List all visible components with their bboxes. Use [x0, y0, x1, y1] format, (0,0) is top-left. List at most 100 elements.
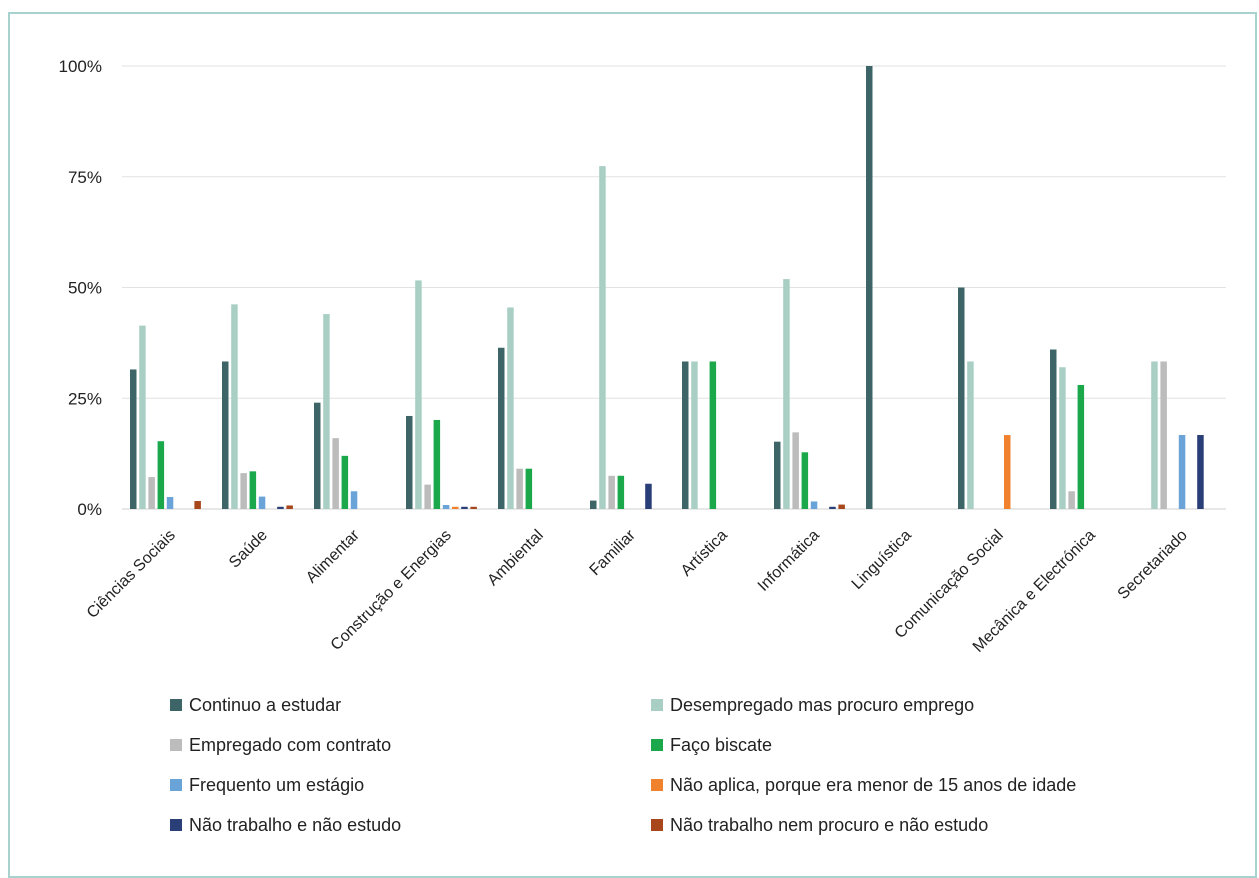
legend-label: Faço biscate	[670, 735, 772, 755]
legend-swatch	[170, 819, 182, 831]
bar-desempregado-mas-procuro-emprego-construcao-e-energias	[415, 280, 422, 509]
legend-item: Não trabalho nem procuro e não estudo	[651, 815, 988, 835]
legend-label: Frequento um estágio	[189, 775, 364, 795]
bar-faco-biscate-saude	[249, 471, 257, 509]
bar-desempregado-mas-procuro-emprego-ambiental	[507, 307, 514, 509]
bar-empregado-com-contrato-familiar	[608, 475, 615, 509]
bar-nao-trabalho-e-nao-estudo-saude	[277, 506, 284, 509]
bar-frequento-um-estagio-construcao-e-energias	[442, 505, 450, 509]
bar-faco-biscate-informatica	[801, 452, 809, 509]
bar-frequento-um-estagio-informatica	[810, 501, 818, 509]
y-tick-label: 75%	[68, 168, 102, 187]
bar-empregado-com-contrato-mecanica-e-electronica	[1068, 491, 1075, 509]
bar-nao-trabalho-nem-procuro-e-nao-estudo-informatica	[838, 504, 845, 509]
y-tick-label: 100%	[59, 57, 102, 76]
x-axis: Ciências Sociais Saúde AlimentarConstrução…	[84, 526, 1191, 655]
bar-nao-trabalho-nem-procuro-e-nao-estudo-ciencias-sociais	[194, 501, 201, 509]
bar-desempregado-mas-procuro-emprego-informatica	[783, 279, 790, 509]
bar-desempregado-mas-procuro-emprego-alimentar	[323, 314, 330, 509]
legend-label: Continuo a estudar	[189, 695, 341, 715]
bar-faco-biscate-construcao-e-energias	[433, 419, 441, 509]
legend-label: Não trabalho nem procuro e não estudo	[670, 815, 988, 835]
bar-empregado-com-contrato-informatica	[792, 432, 799, 509]
legend-swatch	[170, 779, 182, 791]
bar-nao-trabalho-e-nao-estudo-familiar	[645, 483, 652, 509]
bar-empregado-com-contrato-alimentar	[332, 438, 339, 509]
x-tick-label: Ciências Sociais	[84, 527, 179, 622]
bar-continuo-a-estudar-alimentar	[314, 402, 321, 509]
bar-desempregado-mas-procuro-emprego-familiar	[599, 166, 606, 510]
bar-continuo-a-estudar-artistica	[682, 361, 689, 509]
legend-swatch	[651, 819, 663, 831]
legend: Continuo a estudar Desempregado mas procu…	[170, 695, 1076, 835]
bar-desempregado-mas-procuro-emprego-ciencias-sociais	[139, 325, 146, 509]
legend-label: Não trabalho e não estudo	[189, 815, 401, 835]
bar-frequento-um-estagio-secretariado	[1178, 435, 1186, 509]
bar-continuo-a-estudar-mecanica-e-electronica	[1050, 349, 1057, 509]
bar-empregado-com-contrato-saude	[240, 473, 247, 509]
legend-swatch	[170, 739, 182, 751]
bar-nao-trabalho-e-nao-estudo-construcao-e-energias	[461, 506, 468, 509]
x-tick-label: Ambiental	[484, 527, 546, 589]
bar-continuo-a-estudar-familiar	[590, 500, 597, 509]
bar-nao-aplica-porque-era-menor-de-15-anos-de-idade-comunicacao-social	[1004, 435, 1011, 509]
legend-swatch	[651, 699, 663, 711]
legend-item: Empregado com contrato	[170, 735, 391, 755]
bar-continuo-a-estudar-informatica	[774, 441, 781, 509]
bar-continuo-a-estudar-ambiental	[498, 347, 505, 509]
legend-item: Não trabalho e não estudo	[170, 815, 401, 835]
bar-continuo-a-estudar-linguistica	[866, 66, 873, 509]
bar-empregado-com-contrato-ambiental	[516, 468, 523, 509]
legend-label: Não aplica, porque era menor de 15 anos …	[670, 775, 1076, 795]
bar-desempregado-mas-procuro-emprego-mecanica-e-electronica	[1059, 367, 1066, 509]
y-tick-label: 0%	[77, 500, 102, 519]
legend-item: Continuo a estudar	[170, 695, 341, 715]
gridlines	[122, 65, 1226, 510]
x-tick-label: Linguística	[849, 527, 915, 593]
y-tick-label: 50%	[68, 279, 102, 298]
legend-item: Frequento um estágio	[170, 775, 364, 795]
bar-nao-aplica-porque-era-menor-de-15-anos-de-idade-construcao-e-energias	[452, 506, 459, 509]
bar-continuo-a-estudar-construcao-e-energias	[406, 415, 413, 509]
bar-frequento-um-estagio-ciencias-sociais	[166, 497, 174, 509]
legend-label: Empregado com contrato	[189, 735, 391, 755]
legend-swatch	[170, 699, 182, 711]
bar-frequento-um-estagio-alimentar	[350, 491, 358, 509]
bar-nao-trabalho-e-nao-estudo-informatica	[829, 506, 836, 509]
bar-continuo-a-estudar-saude	[222, 361, 229, 509]
bar-frequento-um-estagio-saude	[258, 496, 266, 509]
bar-nao-trabalho-nem-procuro-e-nao-estudo-construcao-e-energias	[470, 506, 477, 509]
bar-empregado-com-contrato-construcao-e-energias	[424, 484, 431, 509]
chart-frame	[8, 12, 1257, 878]
bar-empregado-com-contrato-secretariado	[1160, 361, 1167, 509]
bar-faco-biscate-artistica	[709, 361, 717, 509]
bar-faco-biscate-alimentar	[341, 455, 349, 509]
bar-nao-trabalho-e-nao-estudo-secretariado	[1197, 435, 1204, 509]
bar-desempregado-mas-procuro-emprego-saude	[231, 304, 238, 509]
y-tick-label: 25%	[68, 389, 102, 408]
x-tick-label: Alimentar	[303, 526, 363, 586]
bar-continuo-a-estudar-comunicacao-social	[958, 287, 965, 509]
legend-item: Não aplica, porque era menor de 15 anos …	[651, 775, 1076, 795]
bar-empregado-com-contrato-ciencias-sociais	[148, 477, 155, 509]
bar-faco-biscate-mecanica-e-electronica	[1077, 384, 1085, 509]
x-tick-label: Familiar	[587, 526, 640, 579]
x-tick-label: Saúde	[226, 527, 271, 572]
bar-desempregado-mas-procuro-emprego-comunicacao-social	[967, 361, 974, 509]
y-axis: 0% 25% 50% 75% 100%	[59, 57, 102, 519]
bar-faco-biscate-ambiental	[525, 468, 533, 509]
legend-label: Desempregado mas procuro emprego	[670, 695, 974, 715]
bar-faco-biscate-familiar	[617, 475, 625, 509]
bar-continuo-a-estudar-ciencias-sociais	[130, 369, 137, 509]
bars	[130, 66, 1204, 510]
x-tick-label: Artística	[678, 527, 731, 580]
bar-desempregado-mas-procuro-emprego-artistica	[691, 361, 698, 509]
bar-faco-biscate-ciencias-sociais	[157, 441, 165, 509]
bar-desempregado-mas-procuro-emprego-secretariado	[1151, 361, 1158, 509]
x-tick-label: Informática	[755, 527, 823, 595]
x-tick-label: Secretariado	[1115, 527, 1191, 603]
legend-swatch	[651, 779, 663, 791]
legend-item: Faço biscate	[651, 735, 772, 755]
bar-nao-trabalho-nem-procuro-e-nao-estudo-saude	[286, 505, 293, 509]
